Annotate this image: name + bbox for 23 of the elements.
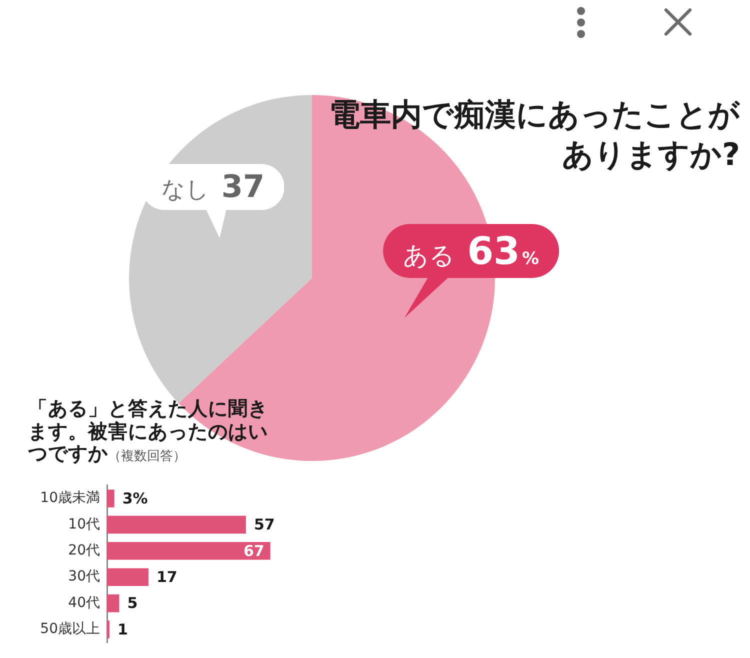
data-label: 37 — [221, 168, 265, 205]
bar — [107, 490, 114, 508]
chart-subtitle: （複数回答） — [108, 449, 186, 464]
data-label: 17 — [156, 568, 178, 586]
text: 電車内で痴漢にあったことがありますか? — [328, 96, 740, 175]
slice-label: なし — [161, 176, 210, 203]
y-tick-label: 40代 — [68, 594, 100, 611]
data-label: 57 — [254, 516, 275, 534]
data-label: 67 — [243, 542, 264, 560]
data-label: 5 — [127, 594, 138, 612]
bar — [107, 516, 246, 534]
y-tick-label: 20代 — [68, 542, 100, 559]
bar — [107, 594, 120, 612]
y-tick-label: 30代 — [68, 568, 100, 585]
data-label: 3% — [122, 489, 148, 508]
y-tick-label: 10歳未満 — [40, 490, 100, 506]
bar — [107, 542, 270, 560]
y-tick-label: 10代 — [68, 516, 100, 532]
y-tick-label: 50歳以上 — [40, 621, 100, 638]
slice-label: ある — [403, 240, 456, 270]
data-label: 1 — [117, 620, 128, 638]
bar — [107, 568, 148, 586]
data-label: 63% — [467, 228, 540, 273]
